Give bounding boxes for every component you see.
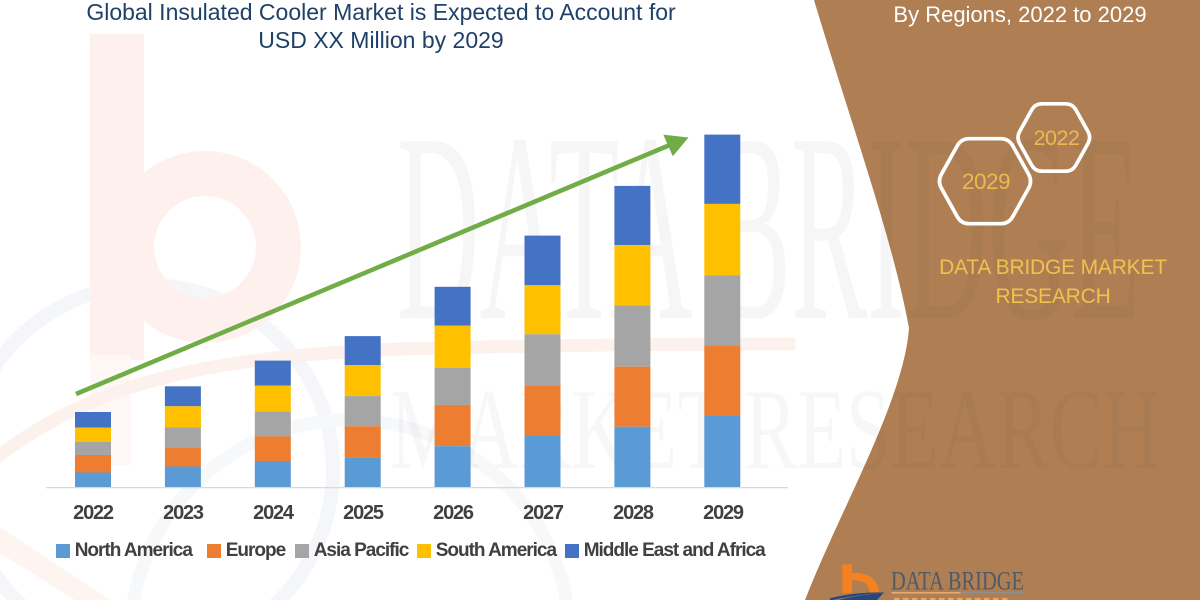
svg-text:DATA BRIDGE: DATA BRIDGE [891, 567, 1024, 596]
svg-text:2022: 2022 [1034, 126, 1080, 150]
svg-text:DATA BRIDGE: DATA BRIDGE [397, 78, 1140, 377]
svg-text:2029: 2029 [962, 169, 1010, 194]
